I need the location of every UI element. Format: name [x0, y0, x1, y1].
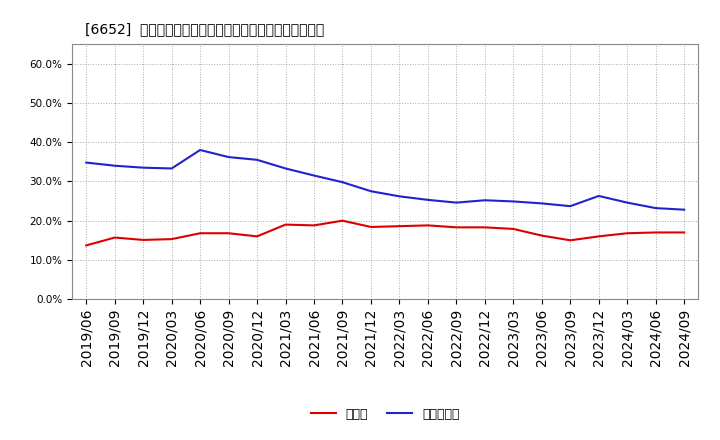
有利子負債 — [652, 205, 660, 211]
現預金 — [566, 238, 575, 243]
現預金 — [395, 224, 404, 229]
Line: 現預金: 現預金 — [86, 221, 684, 246]
Text: [6652]  現預金、有利子負債の総資産に対する比率の推移: [6652] 現預金、有利子負債の総資産に対する比率の推移 — [84, 22, 324, 36]
有利子負債 — [423, 197, 432, 202]
有利子負債 — [282, 166, 290, 171]
現預金 — [366, 224, 375, 230]
現預金 — [537, 233, 546, 238]
有利子負債 — [225, 154, 233, 160]
現預金 — [310, 223, 318, 228]
有利子負債 — [139, 165, 148, 170]
現預金 — [680, 230, 688, 235]
有利子負債 — [110, 163, 119, 169]
現預金 — [652, 230, 660, 235]
有利子負債 — [452, 200, 461, 205]
有利子負債 — [167, 166, 176, 171]
有利子負債 — [623, 200, 631, 205]
有利子負債 — [338, 180, 347, 185]
有利子負債 — [509, 199, 518, 204]
有利子負債 — [395, 194, 404, 199]
現預金 — [595, 234, 603, 239]
Legend: 現預金, 有利子負債: 現預金, 有利子負債 — [306, 403, 464, 425]
現預金 — [338, 218, 347, 224]
有利子負債 — [310, 173, 318, 178]
現預金 — [253, 234, 261, 239]
有利子負債 — [680, 207, 688, 213]
現預金 — [196, 231, 204, 236]
現預金 — [452, 225, 461, 230]
有利子負債 — [537, 201, 546, 206]
Line: 有利子負債: 有利子負債 — [86, 150, 684, 210]
現預金 — [282, 222, 290, 227]
現預金 — [480, 225, 489, 230]
有利子負債 — [82, 160, 91, 165]
現預金 — [623, 231, 631, 236]
現預金 — [110, 235, 119, 240]
現預金 — [167, 236, 176, 242]
有利子負債 — [566, 204, 575, 209]
現預金 — [225, 231, 233, 236]
有利子負債 — [595, 193, 603, 198]
現預金 — [423, 223, 432, 228]
有利子負債 — [196, 147, 204, 153]
現預金 — [139, 237, 148, 242]
有利子負債 — [480, 198, 489, 203]
現預金 — [509, 226, 518, 231]
有利子負債 — [253, 157, 261, 162]
現預金 — [82, 243, 91, 248]
有利子負債 — [366, 189, 375, 194]
